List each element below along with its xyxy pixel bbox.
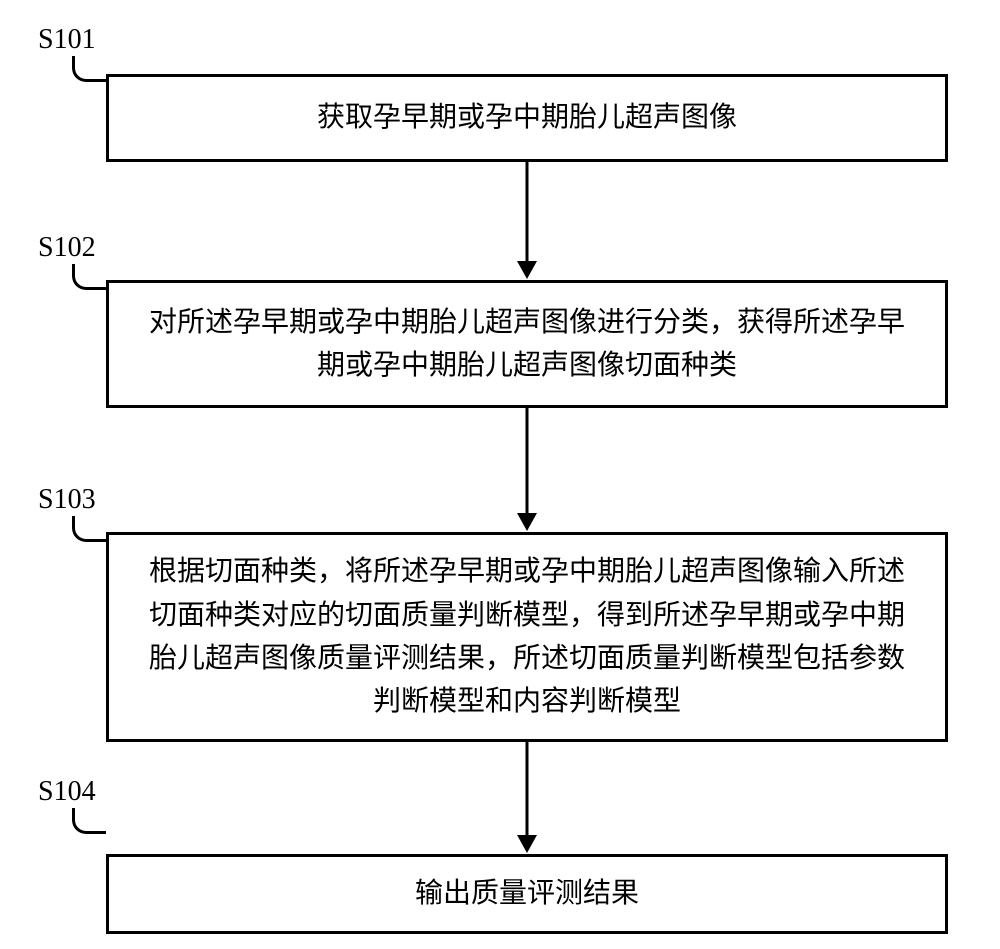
label-tail-s103 — [72, 516, 106, 542]
arrow-shaft-3 — [526, 742, 529, 835]
arrow-shaft-2 — [526, 408, 529, 513]
flowchart-canvas: S101 获取孕早期或孕中期胎儿超声图像 S102 对所述孕早期或孕中期胎儿超声… — [0, 0, 1000, 949]
label-tail-s104 — [72, 808, 106, 834]
arrow-head-1 — [517, 261, 537, 279]
step-text-s101: 获取孕早期或孕中期胎儿超声图像 — [317, 96, 737, 139]
label-tail-s102 — [72, 264, 106, 290]
step-label-s103: S103 — [38, 484, 96, 516]
step-box-s101: 获取孕早期或孕中期胎儿超声图像 — [106, 74, 948, 162]
label-tail-s101 — [72, 56, 106, 82]
arrow-head-2 — [517, 513, 537, 531]
step-label-s102: S102 — [38, 232, 96, 264]
step-label-s104: S104 — [38, 776, 96, 808]
step-label-s101: S101 — [38, 24, 96, 56]
step-box-s102: 对所述孕早期或孕中期胎儿超声图像进行分类，获得所述孕早期或孕中期胎儿超声图像切面… — [106, 280, 948, 408]
arrow-head-3 — [517, 835, 537, 853]
step-text-s103: 根据切面种类，将所述孕早期或孕中期胎儿超声图像输入所述切面种类对应的切面质量判断… — [137, 550, 917, 724]
arrow-shaft-1 — [526, 162, 529, 261]
step-box-s103: 根据切面种类，将所述孕早期或孕中期胎儿超声图像输入所述切面种类对应的切面质量判断… — [106, 532, 948, 742]
step-text-s104: 输出质量评测结果 — [415, 872, 639, 915]
step-box-s104: 输出质量评测结果 — [106, 854, 948, 934]
step-text-s102: 对所述孕早期或孕中期胎儿超声图像进行分类，获得所述孕早期或孕中期胎儿超声图像切面… — [137, 301, 917, 388]
